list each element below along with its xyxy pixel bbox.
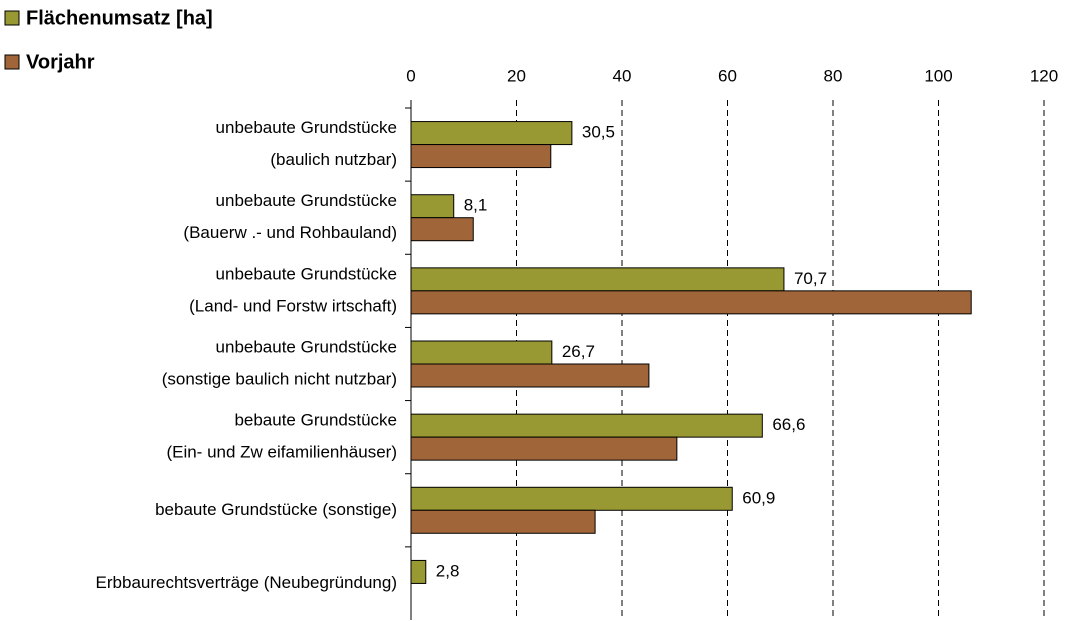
legend-swatch [4,54,20,70]
y-tick-label: unbebaute Grundstücke [216,191,397,210]
bar [410,486,733,511]
y-tick-label: unbebaute Grundstücke [216,264,397,283]
bar [410,267,785,292]
bar [410,340,553,365]
legend-swatch [4,10,20,26]
y-tick-label: Erbbaurechtsverträge (Neubegründung) [96,573,397,592]
x-tick-label: 80 [824,66,843,85]
bar [410,290,972,315]
y-tick-label: (Ein- und Zw eifamilienhäuser) [166,443,397,462]
bar [410,436,678,461]
legend-label: Vorjahr [26,51,95,73]
x-tick-label: 60 [718,66,737,85]
y-tick-label: (baulich nutzbar) [270,150,397,169]
x-tick-label: 0 [406,66,415,85]
data-label: 2,8 [436,561,460,580]
legend-label: Flächenumsatz [ha] [26,7,213,29]
x-tick-label: 120 [1030,66,1058,85]
y-tick-label: unbebaute Grundstücke [216,337,397,356]
bar [410,217,474,242]
y-tick-label: bebaute Grundstücke (sonstige) [155,500,397,519]
bar [410,363,650,388]
bar [410,144,552,169]
data-label: 30,5 [582,123,615,142]
x-tick-label: 40 [613,66,632,85]
data-label: 60,9 [742,488,775,507]
x-tick-label: 100 [924,66,952,85]
data-label: 8,1 [464,196,488,215]
y-tick-label: (Land- und Forstw irtschaft) [189,296,397,315]
y-tick-label: unbebaute Grundstücke [216,118,397,137]
bar [410,413,763,438]
y-tick-label: bebaute Grundstücke [234,411,397,430]
data-label: 66,6 [772,415,805,434]
bar [410,121,573,146]
bar [410,194,455,219]
y-tick-label: (sonstige baulich nicht nutzbar) [162,369,397,388]
data-label: 26,7 [562,342,595,361]
y-tick-label: (Bauerw .- und Rohbauland) [183,223,397,242]
x-tick-label: 20 [507,66,526,85]
bar [410,559,427,584]
data-label: 70,7 [794,269,827,288]
bar [410,509,596,534]
